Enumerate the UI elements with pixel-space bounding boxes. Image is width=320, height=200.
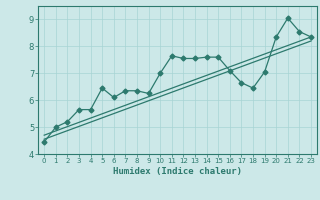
X-axis label: Humidex (Indice chaleur): Humidex (Indice chaleur) xyxy=(113,167,242,176)
